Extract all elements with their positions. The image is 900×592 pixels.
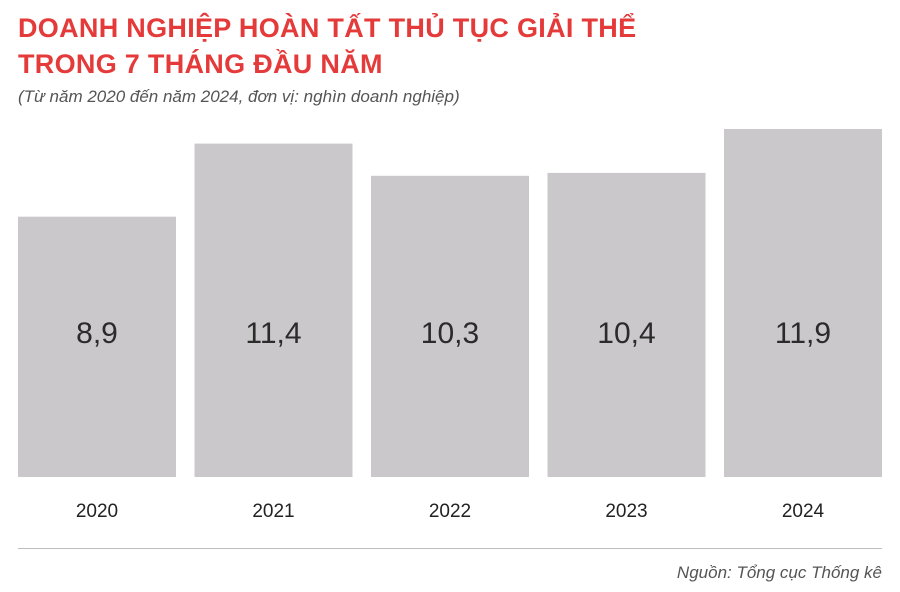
value-label-2021: 11,4 <box>245 317 301 350</box>
value-label-2020: 8,9 <box>76 317 118 350</box>
x-tick-2024: 2024 <box>782 501 825 522</box>
source-note: Nguồn: Tổng cục Thống kê <box>676 563 882 582</box>
value-label-2023: 10,4 <box>597 317 655 350</box>
bar-2020 <box>18 216 176 477</box>
bar-2022 <box>371 175 529 478</box>
bar-2021 <box>194 143 353 477</box>
bar-2023 <box>547 172 706 477</box>
value-label-2024: 11,9 <box>775 317 831 350</box>
source-divider <box>18 548 882 549</box>
x-tick-2021: 2021 <box>252 501 294 522</box>
x-tick-2022: 2022 <box>429 501 471 522</box>
chart-subtitle: (Từ năm 2020 đến năm 2024, đơn vị: nghìn… <box>18 87 460 106</box>
value-label-2022: 10,3 <box>421 317 479 350</box>
chart-title-line-2: TRONG 7 THÁNG ĐẦU NĂM <box>18 49 383 79</box>
chart-title: DOANH NGHIỆP HOÀN TẤT THỦ TỤC GIẢI THỂ T… <box>18 10 878 82</box>
bar-2024 <box>724 129 882 477</box>
x-tick-2020: 2020 <box>76 501 118 522</box>
chart-title-line-1: DOANH NGHIỆP HOÀN TẤT THỦ TỤC GIẢI THỂ <box>18 13 637 43</box>
x-tick-2023: 2023 <box>605 501 647 522</box>
